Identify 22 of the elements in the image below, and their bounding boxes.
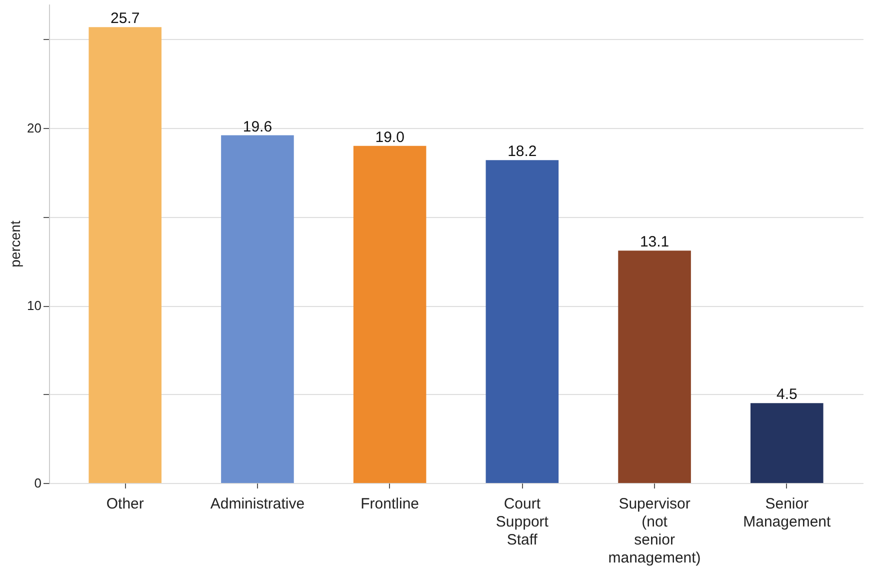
x-tick-label: Court Support Staff: [496, 496, 550, 548]
bar: [221, 135, 294, 483]
bar: [353, 146, 426, 483]
x-tick-label: Frontline: [360, 496, 419, 512]
y-tick-label: 10: [27, 298, 42, 314]
x-tick-label: Supervisor (not senior management): [608, 496, 701, 566]
x-tick-label: Administrative: [210, 496, 305, 512]
y-tick-label: 20: [27, 120, 42, 136]
data-label: 13.1: [640, 234, 670, 251]
y-tick-label: 0: [34, 476, 42, 490]
x-tick-label: Other: [106, 496, 144, 512]
x-tick-label: Senior Management: [743, 496, 832, 530]
data-label: 4.5: [776, 386, 798, 404]
data-label: 19.0: [375, 128, 404, 146]
y-axis-title: percent: [7, 220, 24, 268]
bar: [750, 403, 824, 483]
bar: [618, 250, 691, 483]
data-label: 19.6: [242, 118, 272, 136]
bar: [88, 27, 162, 483]
data-label: 25.7: [110, 10, 140, 28]
bar: [486, 160, 559, 483]
data-label: 18.2: [508, 143, 537, 160]
